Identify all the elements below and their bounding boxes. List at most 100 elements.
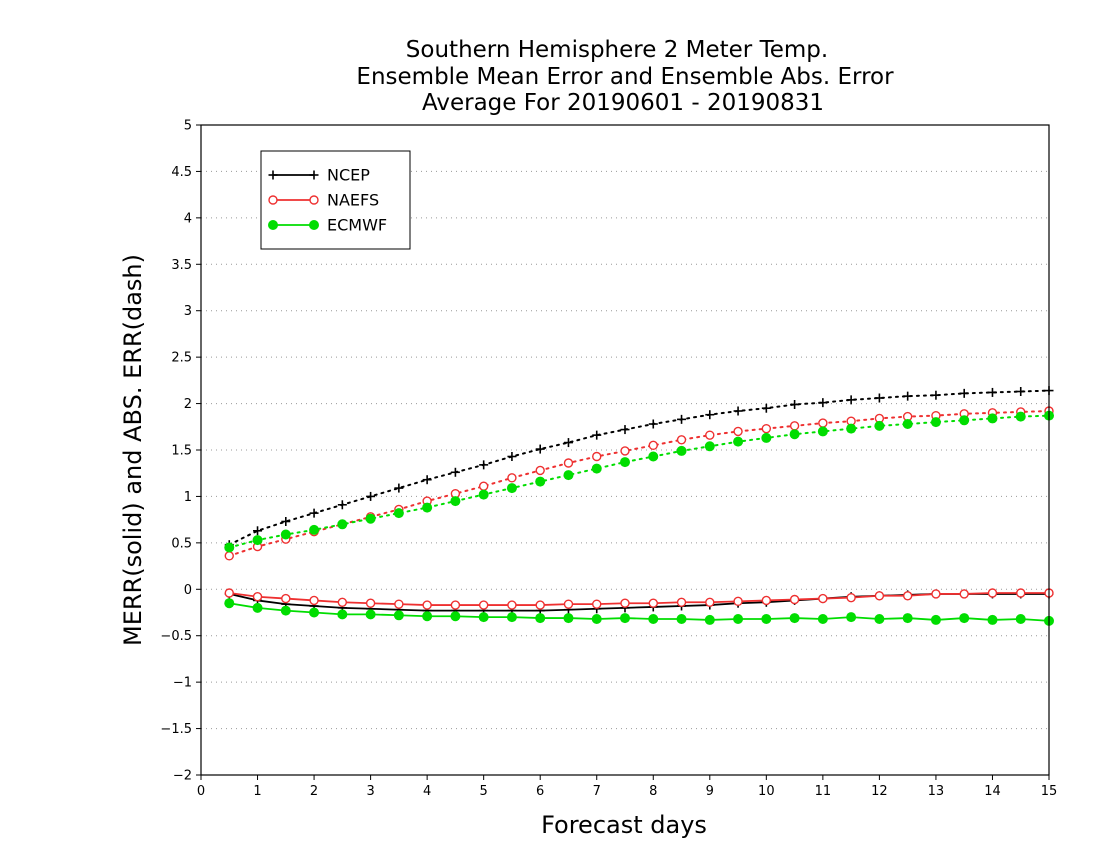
series-naefs xyxy=(224,406,1054,610)
ecmwf-abs-err-point xyxy=(902,419,913,429)
ecmwf-merr-point xyxy=(761,614,772,624)
ecmwf-merr-point xyxy=(987,614,998,625)
naefs-abs-err-point xyxy=(789,421,800,431)
ecmwf-merr-point xyxy=(337,609,348,620)
ecmwf-abs-err-point xyxy=(591,463,602,474)
ncep-abs-err-point xyxy=(309,508,319,518)
x-tick-label: 11 xyxy=(815,784,832,799)
ecmwf-merr-point xyxy=(846,612,857,623)
ecmwf-merr-point xyxy=(959,613,970,624)
x-tick-label: 15 xyxy=(1041,784,1058,799)
ecmwf-abs-err-point xyxy=(422,502,433,513)
naefs-merr-point xyxy=(281,593,291,604)
naefs-merr-point xyxy=(874,591,885,601)
ecmwf-abs-err-line xyxy=(228,414,1050,549)
y-tick-label: 4 xyxy=(184,211,192,226)
ecmwf-merr-point xyxy=(422,611,433,622)
chart-title-line-2: Ensemble Mean Error and Ensemble Abs. Er… xyxy=(356,64,894,90)
ecmwf-merr-point xyxy=(506,612,517,623)
ncep-abs-err-point xyxy=(592,430,602,440)
ecmwf-abs-err-point xyxy=(393,508,404,519)
x-tick-label: 1 xyxy=(253,784,261,799)
y-tick-label: −2 xyxy=(173,769,192,784)
ecmwf-merr-point xyxy=(817,614,828,624)
naefs-merr-point xyxy=(620,598,630,608)
x-tick-label: 2 xyxy=(310,784,318,799)
ncep-abs-err-point xyxy=(337,500,347,510)
ecmwf-merr-point xyxy=(620,613,630,624)
ecmwf-abs-err-point xyxy=(676,445,687,456)
y-tick-label: −1.5 xyxy=(160,722,192,737)
y-tick-label: 0 xyxy=(184,583,192,598)
y-axis-ticks: −2 −1.5 −1 −0.5 0 0.5 1 1.5 2 2.5 3 3.5 4 4.5 5 xyxy=(160,119,201,784)
ecmwf-abs-err-point xyxy=(337,519,348,530)
naefs-merr-point xyxy=(818,593,828,604)
naefs-abs-err-point xyxy=(592,451,602,462)
ncep-abs-err-point xyxy=(479,460,489,470)
y-tick-label: −0.5 xyxy=(160,629,192,644)
legend-item-ecmwf: ECMWF xyxy=(268,216,387,235)
legend-marker xyxy=(309,220,319,230)
legend: NCEP NAEFS ECMWF xyxy=(260,150,411,250)
naefs-abs-err-point xyxy=(761,423,772,434)
naefs-merr-point xyxy=(422,600,432,610)
chart-title-line-1: Southern Hemisphere 2 Meter Temp. xyxy=(406,37,828,63)
chart-title: Southern Hemisphere 2 Meter Temp. Ensemb… xyxy=(356,37,894,116)
naefs-abs-err-point xyxy=(733,426,743,437)
ncep-abs-err-point xyxy=(959,388,969,398)
y-tick-label: 4.5 xyxy=(171,165,192,180)
y-tick-label: 2.5 xyxy=(171,351,192,366)
ecmwf-abs-err-point xyxy=(224,542,235,553)
ncep-abs-err-point xyxy=(1016,387,1026,396)
ncep-abs-err-point xyxy=(366,491,376,501)
naefs-merr-point xyxy=(705,597,715,607)
naefs-merr-point xyxy=(648,598,658,608)
x-tick-label: 8 xyxy=(649,784,657,799)
ecmwf-merr-point xyxy=(252,602,263,613)
naefs-abs-err-point xyxy=(535,465,545,476)
ecmwf-merr-point xyxy=(365,609,376,620)
naefs-merr-point xyxy=(450,600,461,610)
legend-marker xyxy=(268,170,278,180)
naefs-merr-point xyxy=(987,588,998,598)
legend-marker xyxy=(309,195,319,205)
naefs-merr-point xyxy=(563,599,574,609)
naefs-abs-err-point xyxy=(507,473,517,483)
ecmwf-merr-point xyxy=(535,613,546,624)
x-tick-label: 5 xyxy=(480,784,488,799)
ecmwf-abs-err-point xyxy=(365,513,376,524)
ecmwf-merr-point xyxy=(733,614,744,624)
x-tick-label: 0 xyxy=(197,784,205,799)
ecmwf-abs-err-point xyxy=(309,524,320,535)
y-tick-label: 1.5 xyxy=(171,444,192,459)
naefs-merr-point xyxy=(337,597,348,607)
x-tick-label: 3 xyxy=(366,784,374,799)
naefs-merr-point xyxy=(959,589,969,599)
ecmwf-merr-point xyxy=(874,614,885,624)
naefs-merr-point xyxy=(931,589,941,599)
naefs-abs-err-point xyxy=(705,430,715,440)
y-tick-label: 5 xyxy=(184,119,192,134)
x-tick-label: 13 xyxy=(928,784,945,799)
ecmwf-abs-err-point xyxy=(817,426,828,437)
ncep-abs-err-point xyxy=(874,393,884,403)
naefs-merr-point xyxy=(224,588,234,598)
ecmwf-abs-err-point xyxy=(959,415,970,426)
ecmwf-abs-err-point xyxy=(648,451,659,462)
ecmwf-merr-point xyxy=(224,598,235,609)
naefs-merr-point xyxy=(733,596,743,607)
ncep-abs-err-point xyxy=(931,390,941,400)
naefs-abs-err-point xyxy=(224,551,234,561)
naefs-merr-point xyxy=(394,599,404,609)
ecmwf-abs-err-point xyxy=(252,535,263,546)
naefs-merr-point xyxy=(507,600,517,610)
ncep-abs-err-line xyxy=(228,389,1050,546)
legend-marker xyxy=(268,195,278,205)
ecmwf-abs-err-point xyxy=(478,489,489,500)
ecmwf-merr-point xyxy=(902,613,913,624)
naefs-abs-err-point xyxy=(648,440,658,451)
y-tick-label: −1 xyxy=(173,676,192,691)
ecmwf-merr-point xyxy=(1015,614,1026,624)
legend-item-ncep: NCEP xyxy=(268,166,370,185)
